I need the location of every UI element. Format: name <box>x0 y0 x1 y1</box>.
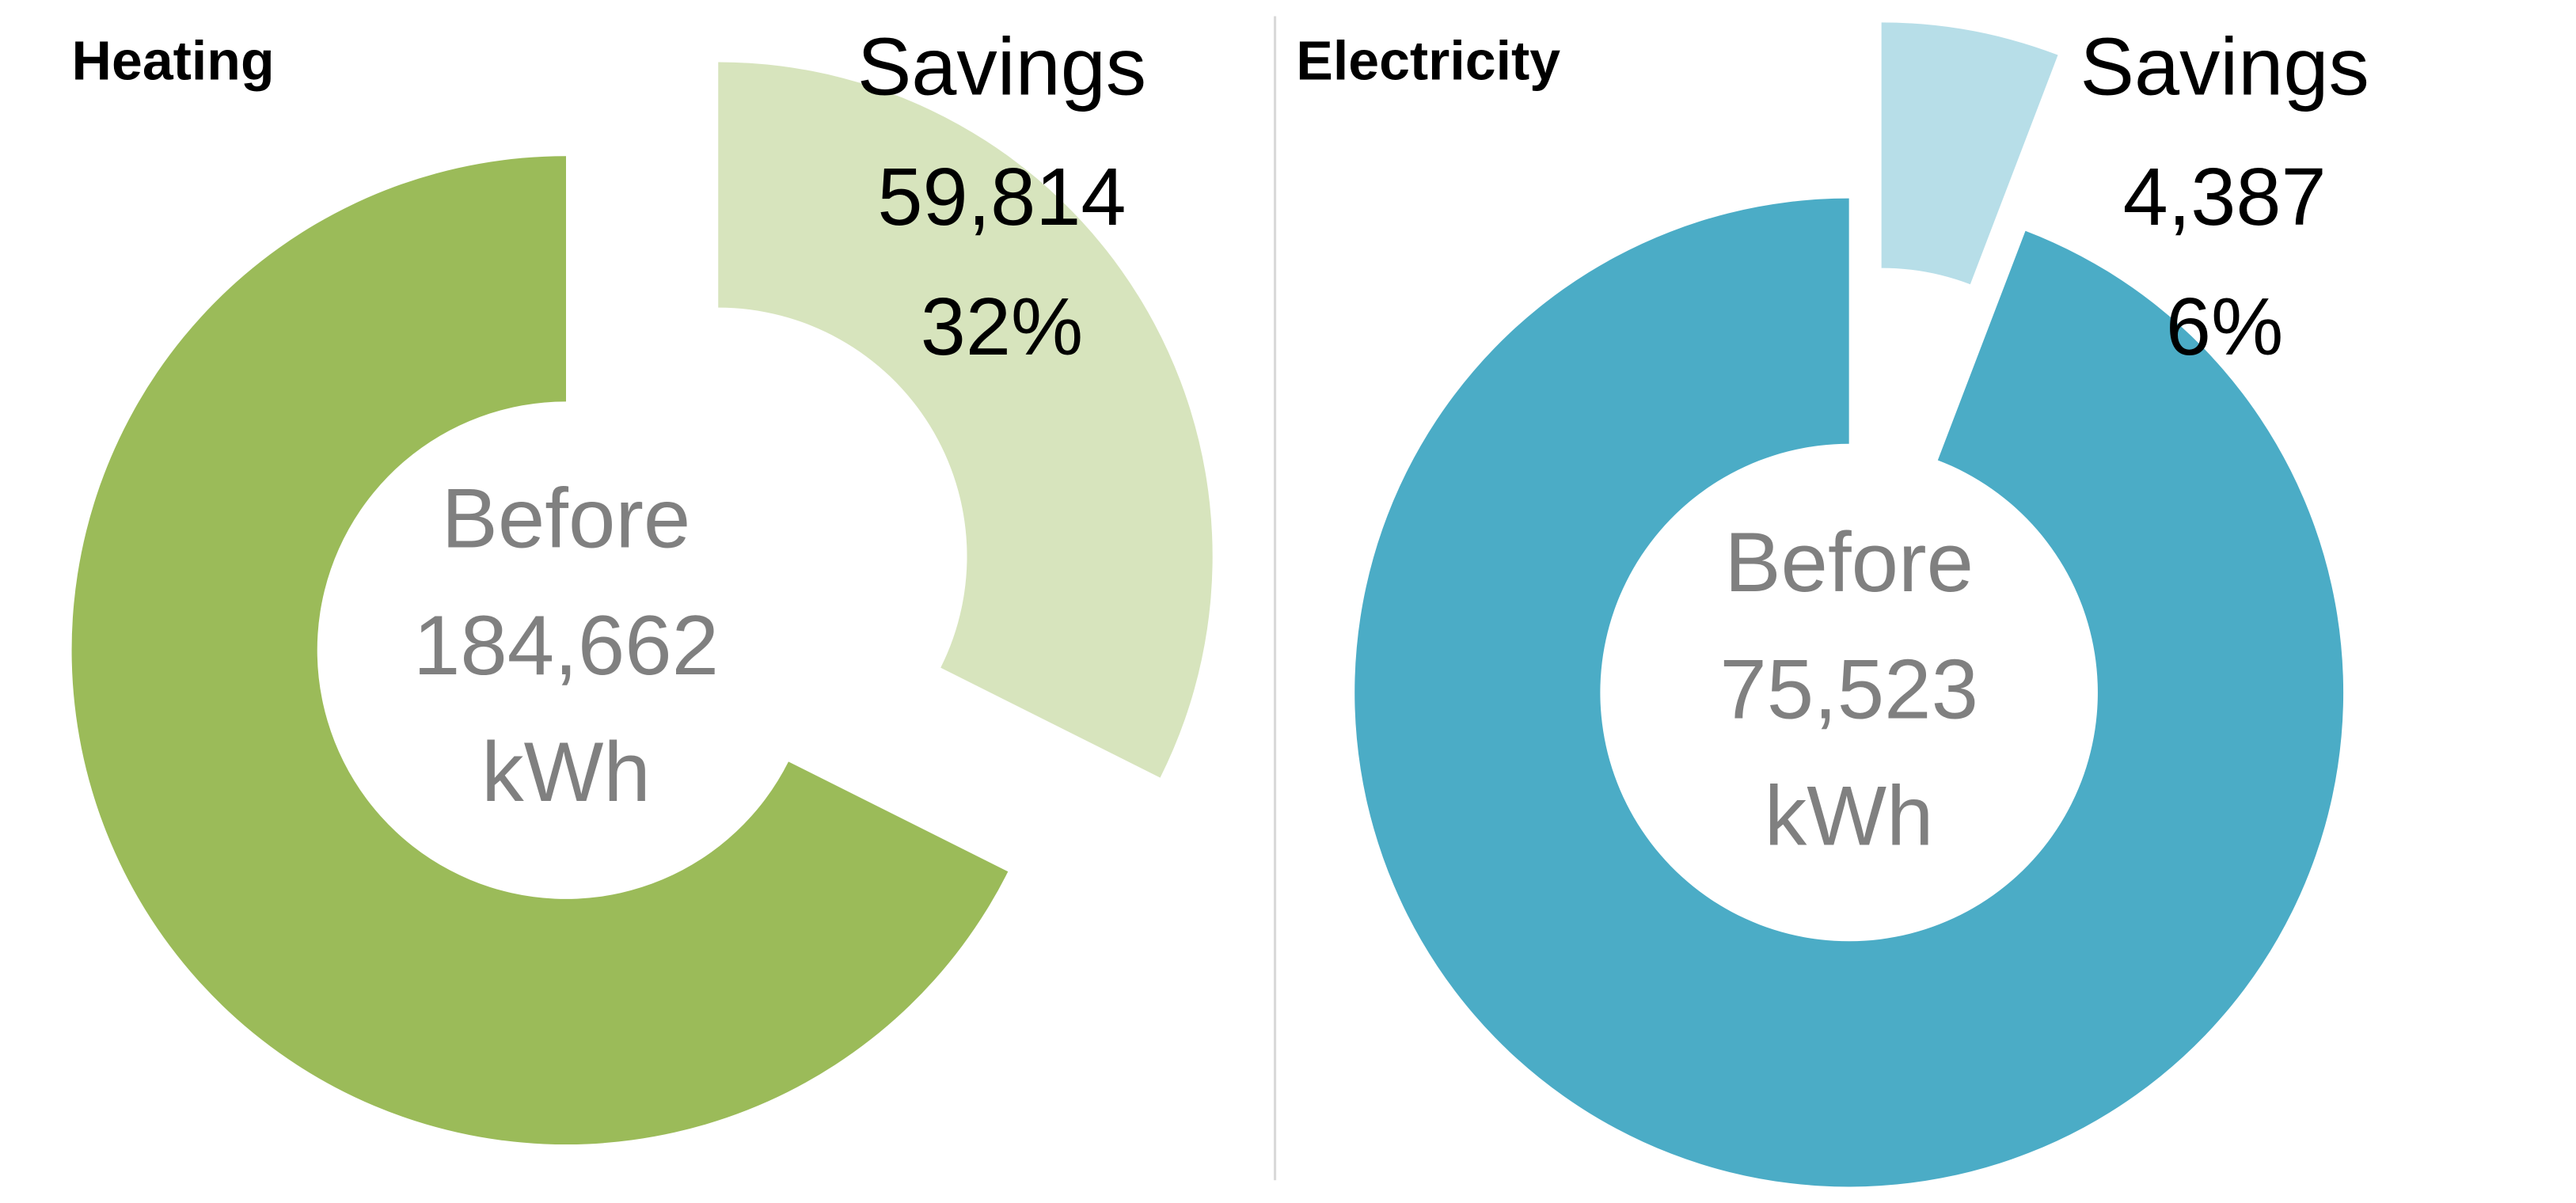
center-value: 75,523 <box>1719 641 1978 736</box>
savings-label: Savings <box>2080 21 2369 112</box>
donut-savings <box>718 62 1213 778</box>
center-label: Before <box>1724 514 1974 609</box>
center-unit: kWh <box>1765 768 1934 863</box>
savings-percent: 32% <box>921 281 1084 372</box>
center-value: 184,662 <box>413 598 719 693</box>
savings-label: Savings <box>857 21 1146 112</box>
savings-value: 4,387 <box>2123 151 2327 242</box>
savings-percent: 6% <box>2166 281 2283 372</box>
donut-remainder <box>71 156 1009 1145</box>
savings-value: 59,814 <box>877 151 1126 242</box>
center-unit: kWh <box>481 724 651 819</box>
chart-title: Heating <box>72 30 275 92</box>
center-label: Before <box>442 471 691 566</box>
donut-savings <box>1881 22 2058 285</box>
chart-title: Electricity <box>1296 30 1560 92</box>
donut-remainder <box>1354 198 2344 1187</box>
